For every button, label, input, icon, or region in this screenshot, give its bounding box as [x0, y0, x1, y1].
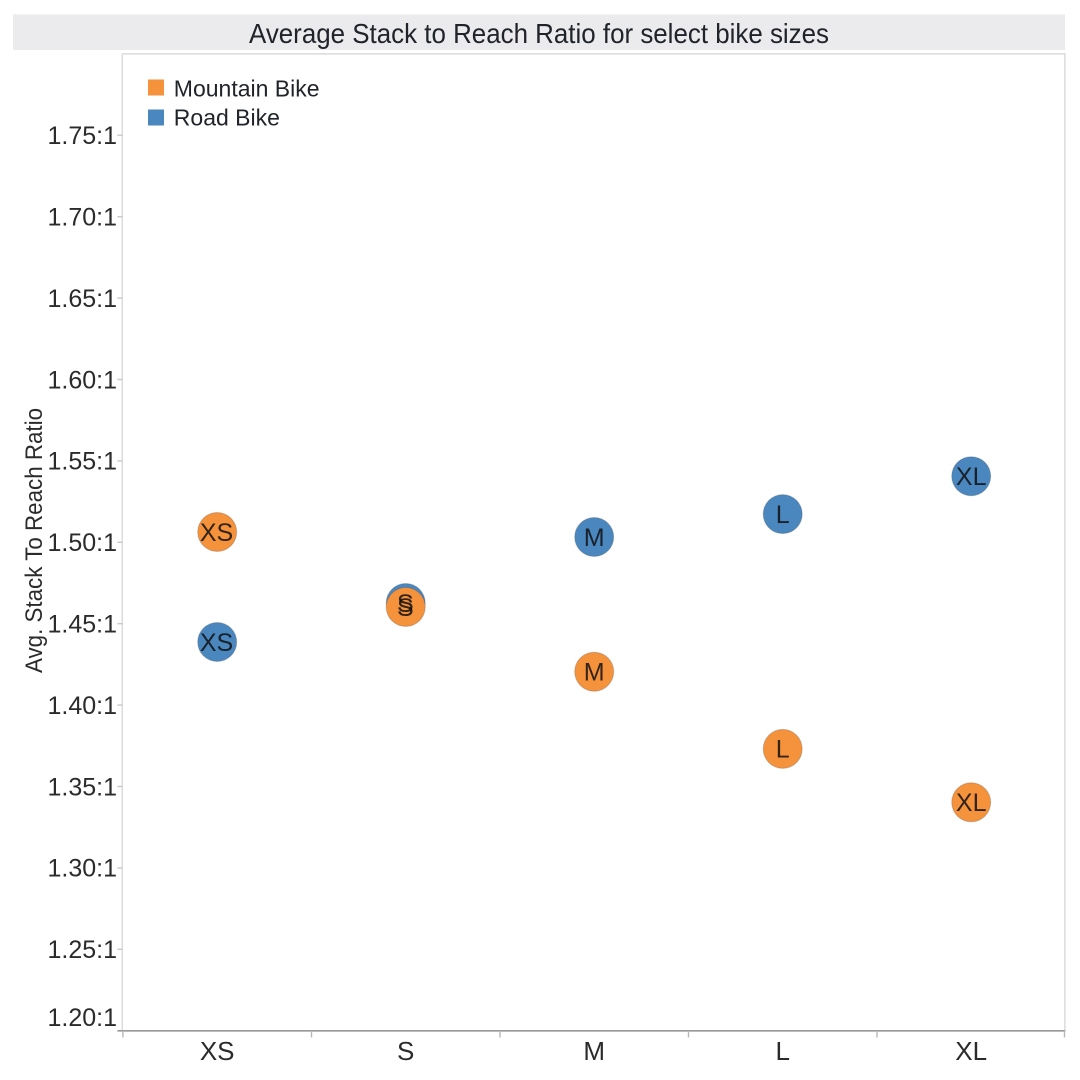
svg-text:1.35:1: 1.35:1 [47, 773, 117, 801]
svg-text:L: L [775, 1036, 789, 1066]
svg-text:1.30:1: 1.30:1 [47, 855, 117, 883]
svg-text:S: S [397, 1036, 414, 1066]
svg-text:Mountain Bike: Mountain Bike [174, 75, 320, 101]
svg-text:XS: XS [200, 519, 233, 547]
svg-text:XS: XS [200, 629, 233, 657]
svg-text:1.20:1: 1.20:1 [47, 1004, 117, 1032]
svg-text:M: M [584, 524, 605, 552]
svg-text:1.50:1: 1.50:1 [47, 529, 117, 557]
svg-text:XL: XL [955, 1036, 987, 1066]
svg-text:1.65:1: 1.65:1 [47, 285, 117, 313]
svg-text:1.60:1: 1.60:1 [47, 366, 117, 394]
svg-text:M: M [584, 659, 605, 687]
svg-text:S: S [397, 590, 414, 618]
svg-text:S: S [397, 594, 414, 622]
svg-text:Avg. Stack To Reach Ratio: Avg. Stack To Reach Ratio [21, 408, 48, 673]
svg-text:1.55:1: 1.55:1 [47, 448, 117, 476]
svg-text:Road Bike: Road Bike [174, 104, 280, 130]
svg-text:M: M [583, 1036, 605, 1066]
svg-text:L: L [776, 736, 790, 764]
svg-text:1.75:1: 1.75:1 [47, 122, 117, 150]
svg-text:XS: XS [200, 1036, 235, 1066]
svg-text:1.40:1: 1.40:1 [47, 692, 117, 720]
svg-text:Average Stack to Reach Ratio f: Average Stack to Reach Ratio for select … [249, 18, 829, 49]
svg-text:1.70:1: 1.70:1 [47, 204, 117, 232]
svg-text:XL: XL [956, 463, 987, 491]
svg-text:1.25:1: 1.25:1 [47, 936, 117, 964]
svg-text:L: L [776, 501, 790, 529]
svg-text:1.45:1: 1.45:1 [47, 611, 117, 639]
svg-text:XL: XL [956, 789, 987, 817]
